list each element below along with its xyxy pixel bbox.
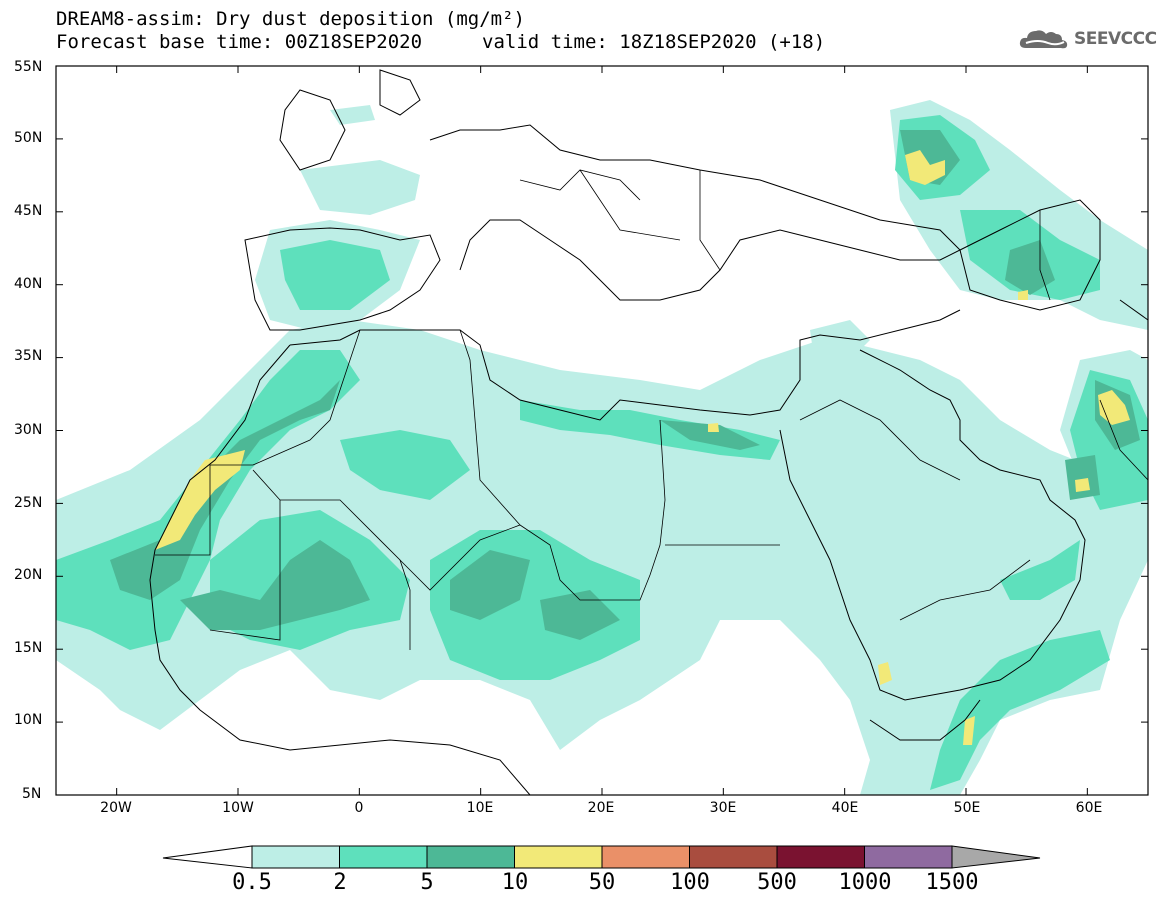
- lon-label: 60E: [1075, 800, 1103, 816]
- colorbar-label: 1500: [925, 870, 979, 895]
- colorbar-label: 2: [333, 870, 347, 895]
- colorbar-box: [776, 845, 865, 869]
- lon-label: 40E: [831, 800, 859, 816]
- colorbar-label: 100: [670, 870, 710, 895]
- lon-label: 50E: [953, 800, 981, 816]
- country-borders: [155, 169, 1148, 650]
- colorbar-box: [864, 845, 953, 869]
- lat-label: 15N: [14, 640, 43, 656]
- colorbar-label: 50: [588, 870, 616, 895]
- lon-label: 10W: [222, 800, 254, 816]
- map-title: DREAM8-assim: Dry dust deposition (mg/m²…: [56, 8, 525, 30]
- lat-label: 35N: [14, 348, 43, 364]
- colorbar-under-arrow: [162, 845, 253, 869]
- lat-label: 30N: [14, 422, 43, 438]
- lat-label: 10N: [14, 712, 43, 728]
- colorbar-label: 5: [420, 870, 434, 895]
- lat-label: 25N: [14, 495, 43, 511]
- lon-label: 20W: [100, 800, 132, 816]
- lon-label: 0: [354, 800, 364, 816]
- colorbar-box: [514, 845, 603, 869]
- deposition-level-10: [155, 150, 1130, 745]
- lat-label: 40N: [14, 276, 43, 292]
- lon-label: 30E: [709, 800, 737, 816]
- lat-label: 20N: [14, 567, 43, 583]
- colorbar-box: [426, 845, 515, 869]
- forecast-base-time: Forecast base time: 00Z18SEP2020: [56, 31, 423, 53]
- cloud-icon: [1019, 30, 1068, 49]
- colorbar-label: 1000: [838, 870, 892, 895]
- colorbar-box: [339, 845, 428, 869]
- lon-label: 20E: [587, 800, 615, 816]
- colorbar-over-arrow: [951, 845, 1041, 869]
- lat-label: 55N: [14, 59, 43, 75]
- colorbar-label: 500: [757, 870, 797, 895]
- seevccc-logo: SEEVCCC: [1018, 26, 1157, 52]
- lat-label: 5N: [22, 786, 42, 802]
- colorbar-box: [251, 845, 340, 869]
- axis-ticks: [56, 65, 1148, 796]
- colorbar-box: [601, 845, 690, 869]
- lat-label: 50N: [14, 130, 43, 146]
- colorbar-box: [689, 845, 778, 869]
- coastlines: [149, 69, 1148, 795]
- lon-label: 10E: [466, 800, 494, 816]
- colorbar-label: 10: [501, 870, 529, 895]
- colorbar-label: 0.5: [232, 870, 272, 895]
- logo-text: SEEVCCC: [1074, 29, 1157, 49]
- valid-time: valid time: 18Z18SEP2020 (+18): [482, 31, 826, 53]
- lat-label: 45N: [14, 203, 43, 219]
- colorbar: [162, 845, 1041, 869]
